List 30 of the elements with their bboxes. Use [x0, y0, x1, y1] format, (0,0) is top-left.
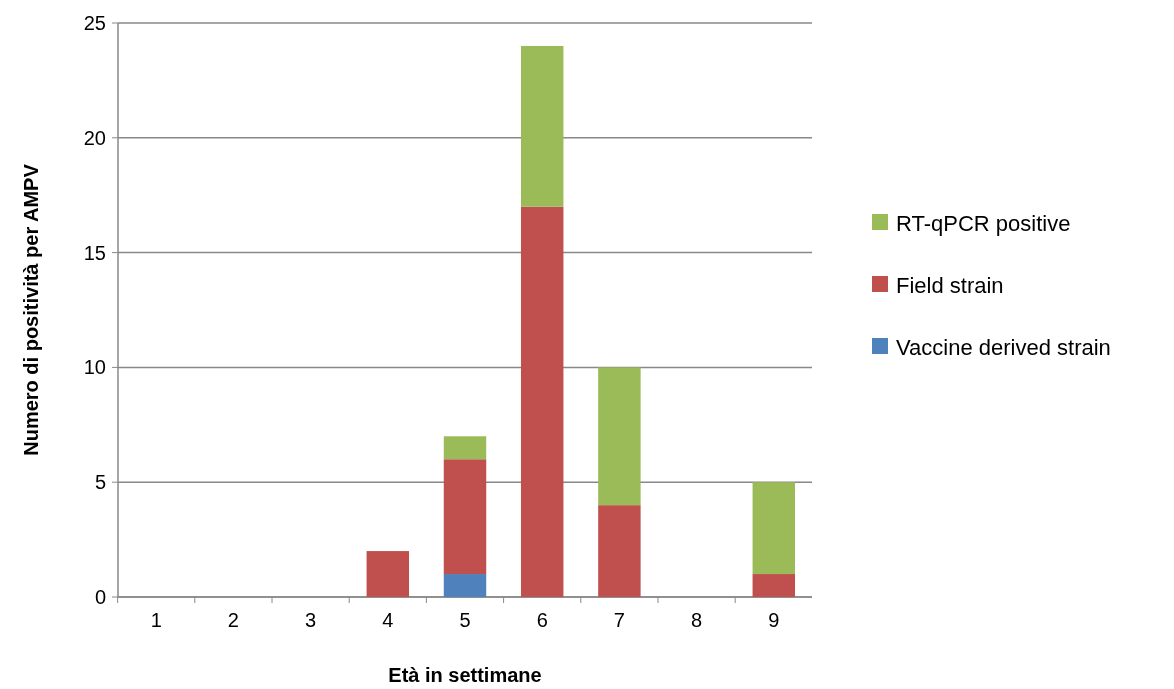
legend-label: Field strain — [896, 272, 1004, 298]
bar — [752, 482, 796, 575]
legend-label: RT-qPCR positive — [896, 210, 1071, 236]
y-tick-label: 20 — [83, 126, 106, 149]
y-axis-title: Numero di positività per AMPV — [20, 163, 42, 456]
x-axis-title: Età in settimane — [388, 664, 542, 686]
y-tick-label: 25 — [83, 12, 106, 34]
x-tick-label: 1 — [150, 609, 162, 631]
y-tick-label: 10 — [83, 356, 106, 379]
bar — [520, 206, 564, 597]
x-tick-label: 6 — [536, 609, 548, 631]
x-tick-label: 3 — [305, 609, 317, 631]
bar — [366, 551, 410, 597]
y-tick-label: 15 — [83, 241, 106, 264]
bar — [443, 436, 487, 460]
x-tick-label: 4 — [382, 609, 394, 631]
bar — [598, 505, 641, 597]
legend-label: Vaccine derived strain — [896, 334, 1111, 360]
x-tick-label: 7 — [613, 609, 625, 631]
bar — [520, 45, 564, 207]
x-tick-label: 2 — [227, 609, 239, 631]
y-tick-label: 0 — [94, 586, 106, 608]
bar — [443, 459, 487, 575]
bar — [752, 574, 796, 597]
x-tick-label: 9 — [768, 609, 780, 631]
bar — [443, 574, 487, 597]
y-tick-label: 5 — [94, 471, 106, 494]
x-tick-label: 8 — [691, 609, 703, 631]
x-tick-label: 5 — [459, 609, 471, 631]
bar — [598, 367, 641, 506]
